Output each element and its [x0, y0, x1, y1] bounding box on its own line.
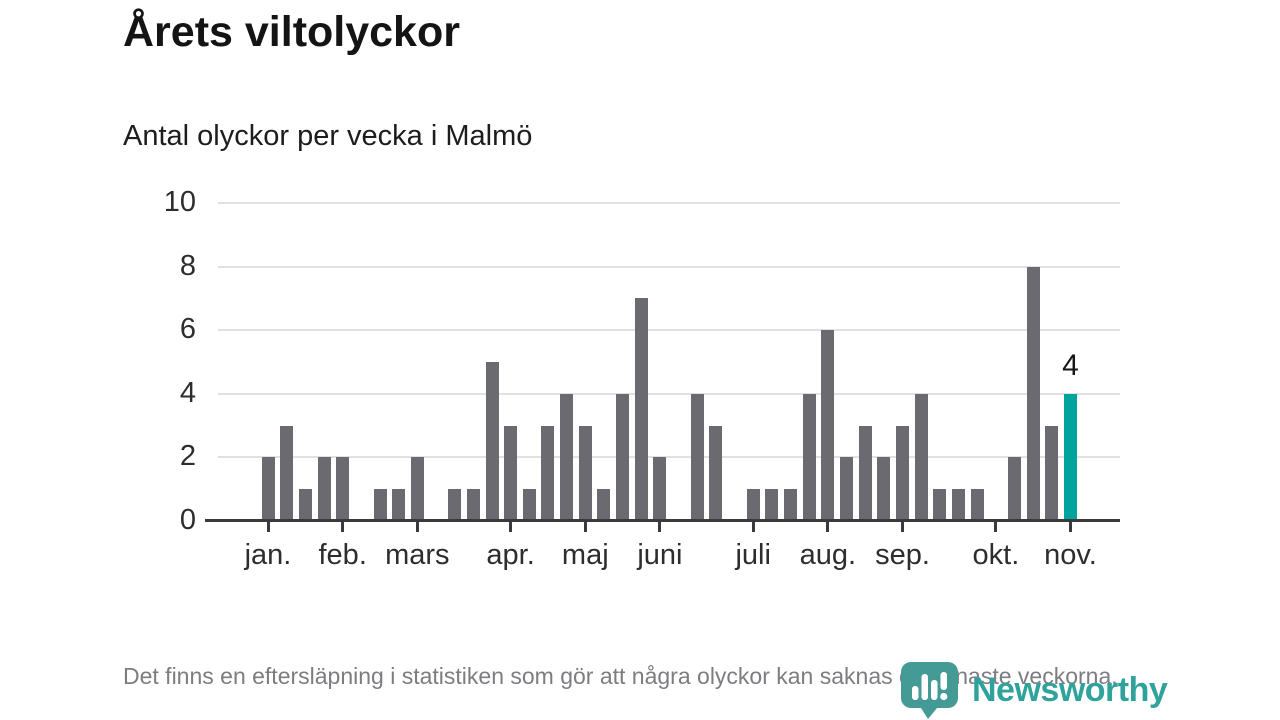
x-axis-label: jan.	[244, 539, 292, 571]
bar	[1045, 425, 1059, 521]
gridline	[218, 456, 1120, 459]
bar	[485, 362, 499, 521]
bar	[933, 489, 947, 521]
x-axis-tick	[901, 522, 904, 532]
x-axis-tick	[751, 522, 755, 532]
x-axis-label: sep.	[875, 539, 930, 571]
bar	[578, 425, 592, 521]
gridline	[218, 202, 1120, 204]
bar	[1026, 266, 1040, 521]
y-axis-label: 2	[179, 440, 196, 473]
bar	[1008, 457, 1021, 521]
x-axis-tick	[266, 522, 270, 532]
bar	[541, 425, 555, 521]
bar	[914, 393, 928, 521]
x-axis-tick	[341, 522, 345, 532]
bar	[392, 489, 406, 521]
bar	[466, 489, 480, 521]
x-axis-label: maj	[561, 539, 609, 571]
bar	[709, 425, 723, 521]
bar	[765, 489, 779, 521]
y-axis-label: 0	[179, 504, 196, 536]
bar	[616, 393, 630, 521]
x-axis-label: okt.	[972, 539, 1020, 571]
chart-subtitle: Antal olyckor per vecka i Malmö	[123, 120, 533, 152]
bar	[298, 489, 312, 521]
bar	[877, 457, 891, 521]
bar-highlighted	[1064, 393, 1077, 521]
gridline	[218, 265, 1120, 268]
bar	[410, 457, 424, 521]
bar	[448, 489, 462, 521]
y-axis-label: 8	[179, 249, 196, 282]
x-axis-tick	[509, 522, 513, 532]
bar	[653, 457, 667, 521]
bar	[746, 489, 760, 521]
x-axis-label: juli	[735, 539, 771, 571]
bar	[280, 425, 294, 521]
bar	[784, 489, 798, 521]
bar	[821, 330, 835, 521]
bar	[802, 393, 816, 521]
bar-value-label: 4	[1062, 348, 1079, 382]
x-axis-tick	[994, 522, 998, 532]
bar	[522, 489, 536, 521]
x-axis-label: nov.	[1044, 539, 1097, 571]
bar	[336, 457, 350, 521]
bar	[504, 425, 518, 521]
x-axis-tick	[415, 522, 419, 532]
gridline	[218, 392, 1120, 395]
page-title: Årets viltolyckor	[123, 8, 460, 56]
brand-name: Newsworthy	[972, 671, 1168, 709]
bar	[261, 457, 275, 521]
x-axis-tick	[826, 522, 830, 532]
x-axis-label: mars	[385, 539, 450, 571]
bar	[952, 489, 965, 521]
y-axis-label: 4	[179, 376, 196, 409]
x-axis-line	[205, 519, 1120, 522]
x-axis-tick	[583, 522, 587, 532]
newsworthy-logo: Newsworthy	[901, 662, 1168, 719]
bar	[858, 425, 872, 521]
x-axis-label: juni	[637, 539, 683, 571]
x-axis-label: apr.	[486, 539, 535, 571]
bar	[970, 489, 984, 521]
gridline	[218, 329, 1120, 332]
x-axis-tick	[1069, 522, 1072, 532]
bar	[597, 489, 611, 521]
y-axis-label: 10	[163, 186, 196, 218]
bar	[317, 457, 331, 521]
bar	[690, 393, 704, 521]
bar	[896, 425, 909, 521]
bar	[634, 298, 648, 521]
x-axis-label: aug.	[799, 539, 857, 571]
x-axis-label: feb.	[318, 539, 367, 571]
bar	[373, 489, 387, 521]
newsworthy-pin-icon	[901, 662, 958, 719]
y-axis-label: 6	[179, 313, 196, 346]
bar	[560, 393, 574, 521]
bar	[840, 457, 854, 521]
x-axis-tick	[658, 522, 662, 532]
